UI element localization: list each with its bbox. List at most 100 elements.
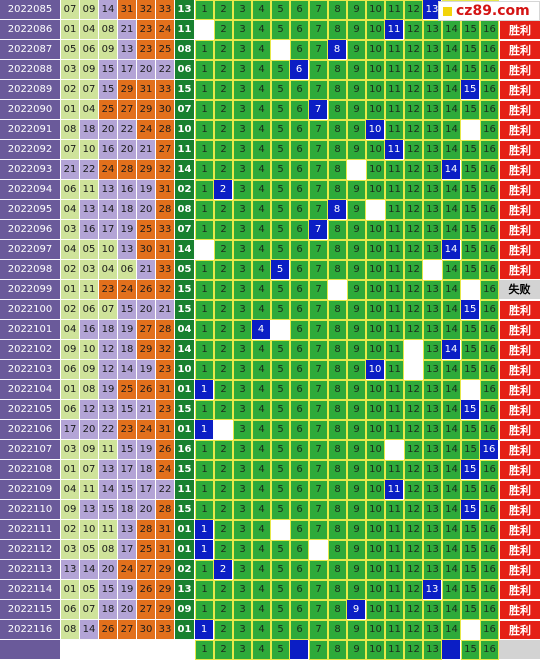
draw-number-cell: 32 xyxy=(137,0,156,20)
pick-cell: 9 xyxy=(347,60,366,80)
pick-cell: 16 xyxy=(480,560,499,580)
pick-cell: 3 xyxy=(233,40,252,60)
pick-hit-cell: 2 xyxy=(214,180,233,200)
draw-number-cell: 04 xyxy=(99,260,118,280)
draw-number-cell: 03 xyxy=(61,440,80,460)
pick-cell: 10 xyxy=(366,340,385,360)
pick-cell: 5 xyxy=(271,180,290,200)
pick-cell: 16 xyxy=(480,40,499,60)
pick-cell: 12 xyxy=(404,620,423,640)
pick-cell: 3 xyxy=(233,560,252,580)
pick-cell: 2 xyxy=(214,340,233,360)
issue-cell: 2022115 xyxy=(0,600,61,620)
pick-cell: 2 xyxy=(214,140,233,160)
pick-cell: 5 xyxy=(271,380,290,400)
pick-cell: 8 xyxy=(328,500,347,520)
pick-cell: 3 xyxy=(233,400,252,420)
pick-cell: 1 xyxy=(195,300,214,320)
blue-ball-cell: 09 xyxy=(175,600,195,620)
pick-cell: 11 xyxy=(385,420,404,440)
draw-number-cell: 02 xyxy=(61,80,80,100)
pick-cell: 11 xyxy=(385,520,404,540)
pick-cell: 14 xyxy=(442,600,461,620)
pick-cell: 2 xyxy=(214,600,233,620)
pick-cell: 9 xyxy=(347,100,366,120)
draw-number-cell: 13 xyxy=(80,200,99,220)
issue-cell: 2022091 xyxy=(0,120,61,140)
pick-cell: 14 xyxy=(442,500,461,520)
pick-cell: 9 xyxy=(347,360,366,380)
draw-number-cell: 08 xyxy=(61,620,80,640)
pick-cell: 3 xyxy=(233,260,252,280)
pick-cell: 10 xyxy=(366,40,385,60)
pick-cell: 5 xyxy=(271,20,290,40)
draw-number-cell: 12 xyxy=(99,340,118,360)
pick-cell: 2 xyxy=(214,360,233,380)
pick-cell: 10 xyxy=(366,460,385,480)
pick-cell: 4 xyxy=(252,260,271,280)
draw-number-cell: 09 xyxy=(99,40,118,60)
pick-cell: 4 xyxy=(252,120,271,140)
draw-number-cell: 18 xyxy=(99,600,118,620)
draw-number-cell: 33 xyxy=(156,0,175,20)
blue-ball-cell: 15 xyxy=(175,300,195,320)
pick-cell: 12 xyxy=(404,240,423,260)
pick-cell: 15 xyxy=(461,480,480,500)
pick-cell: 16 xyxy=(480,540,499,560)
pick-cell: 14 xyxy=(442,280,461,300)
pick-cell: 6 xyxy=(290,300,309,320)
pick-cell: 3 xyxy=(233,620,252,640)
pick-cell: 6 xyxy=(290,200,309,220)
pick-cell: 5 xyxy=(271,580,290,600)
pick-empty-cell xyxy=(404,360,423,380)
pick-cell: 5 xyxy=(271,120,290,140)
pick-empty-cell xyxy=(347,160,366,180)
pick-cell: 16 xyxy=(480,160,499,180)
pick-cell: 7 xyxy=(309,600,328,620)
site-logo: cz89.com xyxy=(438,1,540,21)
pick-cell: 12 xyxy=(404,280,423,300)
pick-cell: 3 xyxy=(233,500,252,520)
draw-number-cell: 16 xyxy=(80,320,99,340)
pick-cell: 15 xyxy=(461,200,480,220)
pick-cell: 16 xyxy=(480,100,499,120)
draw-number-cell: 14 xyxy=(80,560,99,580)
pick-cell: 6 xyxy=(290,400,309,420)
pick-cell: 15 xyxy=(461,180,480,200)
pick-cell: 8 xyxy=(328,80,347,100)
draw-number-cell: 26 xyxy=(137,580,156,600)
result-win-badge: 胜利 xyxy=(499,20,541,40)
pick-cell: 7 xyxy=(309,80,328,100)
forecast-pick-cell: 10 xyxy=(366,640,385,660)
pick-cell: 3 xyxy=(233,80,252,100)
pick-cell: 12 xyxy=(404,60,423,80)
forecast-pick-cell: 7 xyxy=(309,640,328,660)
pick-cell: 13 xyxy=(423,280,442,300)
draw-number-cell: 31 xyxy=(156,540,175,560)
pick-cell: 8 xyxy=(328,100,347,120)
pick-cell: 4 xyxy=(252,580,271,600)
pick-cell: 6 xyxy=(290,0,309,20)
pick-cell: 16 xyxy=(480,480,499,500)
pick-cell: 6 xyxy=(290,340,309,360)
pick-cell: 2 xyxy=(214,20,233,40)
pick-cell: 11 xyxy=(385,280,404,300)
pick-cell: 1 xyxy=(195,280,214,300)
pick-cell: 15 xyxy=(461,440,480,460)
pick-cell: 2 xyxy=(214,480,233,500)
pick-cell: 5 xyxy=(271,400,290,420)
pick-cell: 11 xyxy=(385,120,404,140)
pick-cell: 5 xyxy=(271,440,290,460)
blue-ball-cell: 10 xyxy=(175,120,195,140)
pick-cell: 2 xyxy=(214,540,233,560)
pick-cell: 4 xyxy=(252,20,271,40)
draw-number-cell: 14 xyxy=(80,620,99,640)
result-win-badge: 胜利 xyxy=(499,580,541,600)
pick-hit-cell: 16 xyxy=(480,440,499,460)
draw-number-cell: 09 xyxy=(80,60,99,80)
pick-cell: 10 xyxy=(366,260,385,280)
pick-cell: 11 xyxy=(385,460,404,480)
pick-cell: 14 xyxy=(442,400,461,420)
pick-cell: 16 xyxy=(480,180,499,200)
draw-number-cell: 11 xyxy=(99,440,118,460)
